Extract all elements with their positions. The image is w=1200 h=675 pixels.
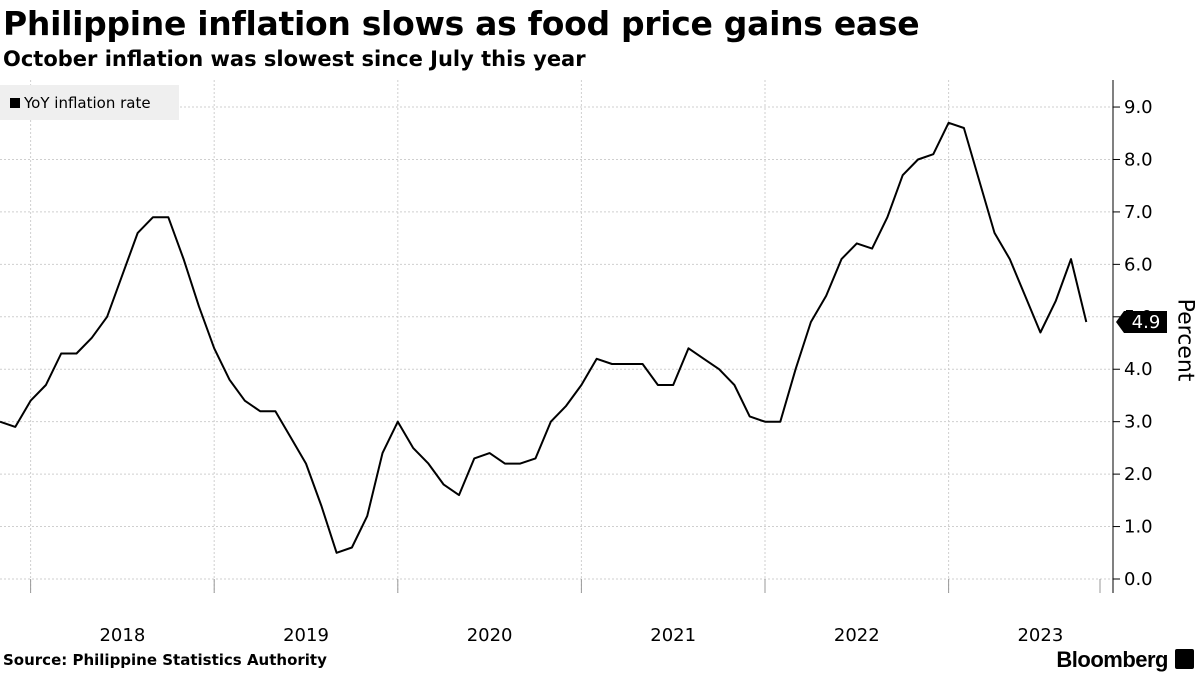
chart-subtitle: October inflation was slowest since July… [3,47,586,71]
legend-label: YoY inflation rate [24,93,151,112]
chart-title: Philippine inflation slows as food price… [3,4,920,43]
y-tick-label: 0.0 [1124,569,1153,590]
x-tick-label: 2019 [283,625,329,646]
legend-swatch [10,97,20,108]
x-tick-label: 2020 [467,625,513,646]
y-tick-label: 4.0 [1124,359,1153,380]
x-tick-label: 2021 [650,625,696,646]
x-tick-label: 2018 [99,625,145,646]
y-tick-label: 3.0 [1124,412,1153,433]
y-tick-label: 6.0 [1124,254,1153,275]
last-value-label: 4.9 [1132,312,1161,333]
bloomberg-logo: Bloomberg [1056,647,1168,672]
x-tick-label: 2022 [834,625,880,646]
y-tick-label: 2.0 [1124,464,1153,485]
y-axis-label: Percent [1172,298,1198,382]
series-line-yoy-inflation [0,121,1088,554]
y-tick-label: 9.0 [1124,97,1153,118]
y-tick-label: 8.0 [1124,149,1153,170]
legend: YoY inflation rate [0,85,179,120]
y-tick-label: 1.0 [1124,517,1153,538]
y-tick-label: 7.0 [1124,202,1153,223]
x-tick-label: 2023 [1017,625,1063,646]
source-note: Source: Philippine Statistics Authority [3,651,327,669]
last-value-tag [1116,311,1167,334]
bloomberg-icon [1175,649,1194,669]
